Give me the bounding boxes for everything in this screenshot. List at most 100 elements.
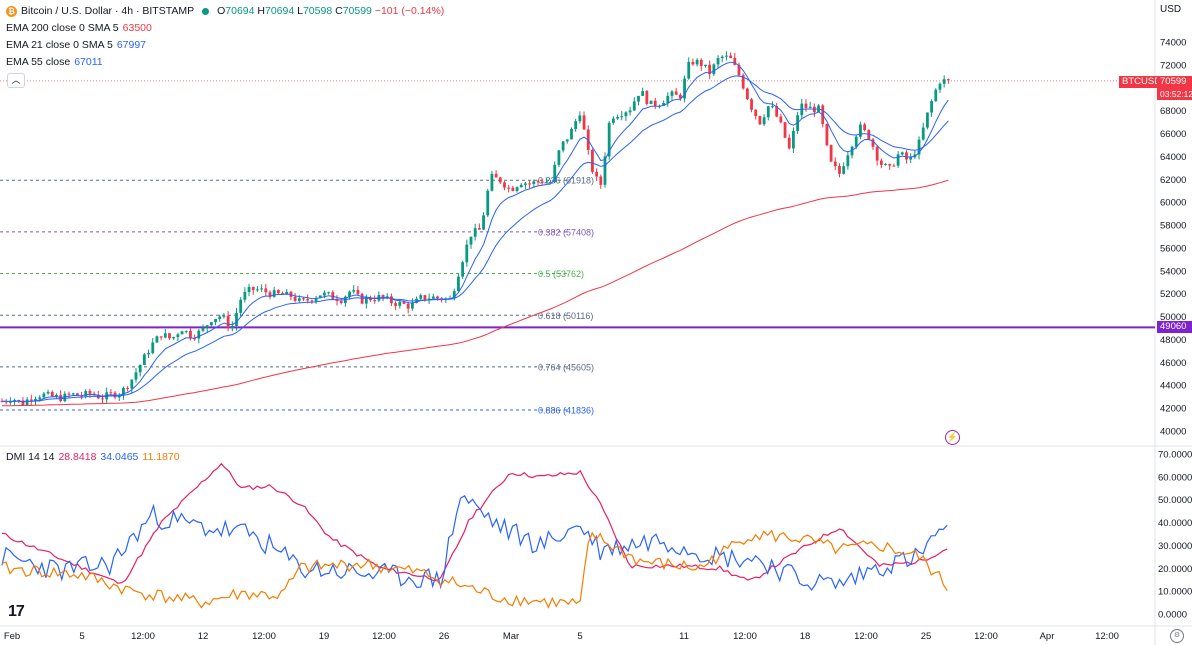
settings-icon[interactable]: ⚙ — [1170, 629, 1184, 643]
indicator-ema200[interactable]: EMA 200 close 0 SMA 5 63500 — [6, 22, 152, 34]
candle-body — [792, 130, 795, 149]
candle-body — [758, 116, 762, 125]
tradingview-logo-icon[interactable]: 17 — [8, 603, 25, 620]
price-tick-label: 56000 — [1160, 243, 1186, 254]
market-status-icon — [202, 8, 210, 15]
candle-body — [930, 101, 934, 113]
candle-body — [235, 312, 238, 326]
candle-body — [373, 300, 377, 302]
candle-body — [632, 101, 636, 111]
currency-label[interactable]: USD — [1160, 4, 1182, 15]
time-tick-label: 12:00 — [733, 631, 757, 642]
candle-body — [151, 342, 155, 354]
candle-body — [423, 295, 427, 300]
candle-body — [193, 338, 197, 340]
candle-body — [306, 299, 310, 301]
candle-body — [905, 152, 908, 160]
candle-body — [599, 176, 603, 185]
candle-body — [226, 315, 230, 328]
candle-body — [318, 295, 322, 298]
candle-body — [25, 399, 29, 405]
fib-level-label: 0.236 (61918) — [538, 176, 594, 186]
price-tick-label: 68000 — [1160, 106, 1186, 117]
candle-body — [611, 118, 615, 123]
dmi-tick-label: 40.0000 — [1158, 518, 1192, 529]
candle-body — [55, 395, 58, 397]
candle-body — [779, 116, 783, 123]
candle-body — [272, 290, 276, 297]
candle-body — [323, 292, 326, 296]
price-tick-label: 44000 — [1160, 381, 1186, 392]
alert-icon[interactable]: ⚡ — [945, 430, 960, 445]
candle-body — [293, 296, 297, 301]
candle-body — [544, 182, 548, 184]
candle-body — [637, 95, 640, 102]
candle-body — [570, 128, 573, 140]
candle-body — [498, 177, 502, 183]
candle-body — [888, 164, 892, 166]
candle-body — [390, 296, 393, 304]
candle-body — [737, 64, 741, 76]
candle-body — [884, 164, 887, 166]
candle-body — [687, 61, 691, 79]
indicator-ema55[interactable]: EMA 55 close 67011 — [6, 56, 103, 68]
candle-body — [641, 90, 645, 96]
time-tick-label: 12:00 — [974, 631, 998, 642]
candle-body — [327, 292, 331, 294]
price-tick-label: 62000 — [1160, 175, 1186, 186]
candle-body — [63, 393, 67, 402]
bitcoin-icon: ₿ — [6, 6, 17, 17]
candle-body — [808, 106, 812, 108]
candle-body — [406, 303, 410, 309]
candle-body — [716, 58, 720, 65]
ohlc-values: O70694 H70694 L70598 C70599 −101 (−0.14%… — [217, 5, 445, 17]
horizontal-level-label: 49060 — [1157, 321, 1192, 333]
candle-body — [461, 262, 465, 277]
candle-body — [469, 236, 473, 245]
candle-body — [842, 166, 846, 174]
collapse-legend-button[interactable]: ︿ — [7, 73, 25, 88]
candle-body — [670, 91, 674, 96]
candle-body — [276, 290, 280, 294]
candle-body — [138, 365, 142, 373]
candle-body — [360, 293, 364, 304]
candle-body — [766, 106, 770, 118]
candle-body — [833, 161, 837, 167]
price-tick-label: 58000 — [1160, 221, 1186, 232]
candle-body — [917, 139, 921, 155]
candle-body — [532, 181, 536, 185]
candle-body — [775, 106, 779, 117]
candle-body — [247, 286, 251, 292]
price-tick-label: 48000 — [1160, 335, 1186, 346]
candle-body — [29, 399, 33, 401]
candle-body — [515, 187, 519, 191]
candle-body — [762, 117, 766, 125]
candle-body — [214, 319, 217, 323]
candle-body — [557, 150, 561, 165]
ema55-line — [1, 75, 949, 403]
candle-body — [900, 152, 904, 155]
candle-body — [628, 110, 632, 113]
candle-body — [88, 390, 92, 394]
symbol-row[interactable]: ₿ Bitcoin / U.S. Dollar · 4h · BITSTAMP … — [6, 3, 444, 20]
candle-body — [582, 115, 586, 130]
candle-body — [427, 298, 431, 300]
price-tick-label: 72000 — [1160, 60, 1186, 71]
candle-body — [381, 295, 385, 298]
candle-body — [419, 295, 423, 299]
time-tick-label: 11 — [679, 631, 689, 642]
candle-body — [926, 112, 929, 128]
candle-body — [189, 330, 192, 339]
indicator-ema21[interactable]: EMA 21 close 0 SMA 5 67997 — [6, 39, 147, 51]
candle-body — [519, 184, 523, 188]
candle-body — [130, 379, 134, 389]
chart-legend: ₿ Bitcoin / U.S. Dollar · 4h · BITSTAMP … — [6, 3, 444, 71]
candle-body — [256, 289, 259, 291]
candle-body — [909, 157, 913, 160]
candle-body — [356, 290, 360, 294]
candle-body — [168, 333, 171, 339]
candle-body — [260, 288, 264, 290]
dmi-legend[interactable]: DMI 14 14 28.8418 34.0465 11.1870 — [6, 451, 180, 463]
candle-body — [540, 181, 544, 183]
